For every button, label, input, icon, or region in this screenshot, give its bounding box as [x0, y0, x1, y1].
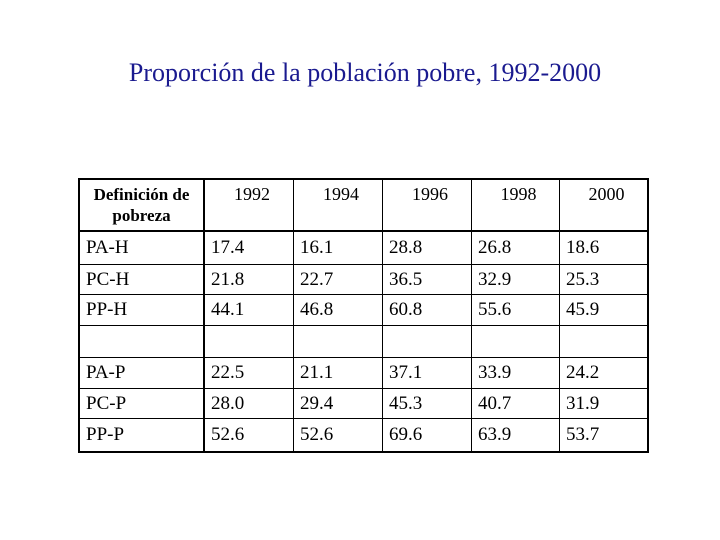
- table-cell: 28.0: [205, 389, 294, 418]
- table-cell: 55.6: [472, 295, 560, 325]
- header-definition: Definición de pobreza: [80, 180, 205, 230]
- table-cell: 21.8: [205, 265, 294, 294]
- header-year: 1994: [294, 180, 383, 230]
- row-label: PC-H: [80, 265, 205, 294]
- table-cell: 46.8: [294, 295, 383, 325]
- table-cell: 52.6: [205, 419, 294, 451]
- row-label: PA-P: [80, 358, 205, 388]
- table-header-row: Definición de pobreza 1992 1994 1996 199…: [80, 178, 647, 232]
- table-cell: 18.6: [566, 237, 600, 258]
- table-cell: 22.5: [205, 358, 294, 388]
- header-year: 1998: [472, 180, 560, 230]
- table-cell: 28.8: [383, 232, 472, 264]
- table-cell: [383, 326, 472, 357]
- table-cell: 45.3: [383, 389, 472, 418]
- header-year: 1992: [205, 180, 294, 230]
- table-cell: 33.9: [472, 358, 560, 388]
- row-label: PP-H: [80, 295, 205, 325]
- table-row: PA-H 17.4 16.1 28.8 26.8 18.6: [80, 232, 647, 265]
- table-cell: [205, 326, 294, 357]
- table-cell: 45.9: [566, 299, 600, 320]
- row-label: PA-H: [80, 232, 205, 264]
- table-cell: 52.6: [294, 419, 383, 451]
- table-cell: 22.7: [294, 265, 383, 294]
- table-cell: 44.1: [205, 295, 294, 325]
- table-row: PC-P 28.0 29.4 45.3 40.7 31.9: [80, 389, 647, 419]
- table-cell: [560, 326, 647, 357]
- table-cell: [472, 326, 560, 357]
- table-cell: 29.4: [294, 389, 383, 418]
- table-row: PP-P 52.6 52.6 69.6 63.9 53.7: [80, 419, 647, 451]
- table-row: PC-H 21.8 22.7 36.5 32.9 25.3: [80, 265, 647, 295]
- table-cell: 25.3: [566, 268, 600, 290]
- table-cell: 63.9: [472, 419, 560, 451]
- table-cell: 24.2: [566, 362, 600, 383]
- table-cell: 69.6: [383, 419, 472, 451]
- table-cell: 40.7: [472, 389, 560, 418]
- row-label: PC-P: [80, 389, 205, 418]
- table-cell: 36.5: [383, 265, 472, 294]
- table-cell: 31.9: [566, 392, 600, 414]
- header-year: 1996: [383, 180, 472, 230]
- table-row: PA-P 22.5 21.1 37.1 33.9 24.2: [80, 358, 647, 389]
- row-label: PP-P: [80, 419, 205, 451]
- table-cell: 32.9: [472, 265, 560, 294]
- table-row: PP-H 44.1 46.8 60.8 55.6 45.9: [80, 295, 647, 326]
- table-cell: [294, 326, 383, 357]
- row-label: [80, 326, 205, 357]
- table-cell: 26.8: [472, 232, 560, 264]
- table-cell: 60.8: [383, 295, 472, 325]
- table-cell: 37.1: [383, 358, 472, 388]
- table-cell: 16.1: [294, 232, 383, 264]
- table-cell: 53.7: [566, 424, 600, 445]
- table-cell: 17.4: [205, 232, 294, 264]
- table-row-empty: [80, 326, 647, 358]
- header-year: 2000: [588, 184, 625, 204]
- page-title: Proporción de la población pobre, 1992-2…: [128, 58, 602, 87]
- table-cell: 21.1: [294, 358, 383, 388]
- poverty-table: Definición de pobreza 1992 1994 1996 199…: [78, 178, 649, 453]
